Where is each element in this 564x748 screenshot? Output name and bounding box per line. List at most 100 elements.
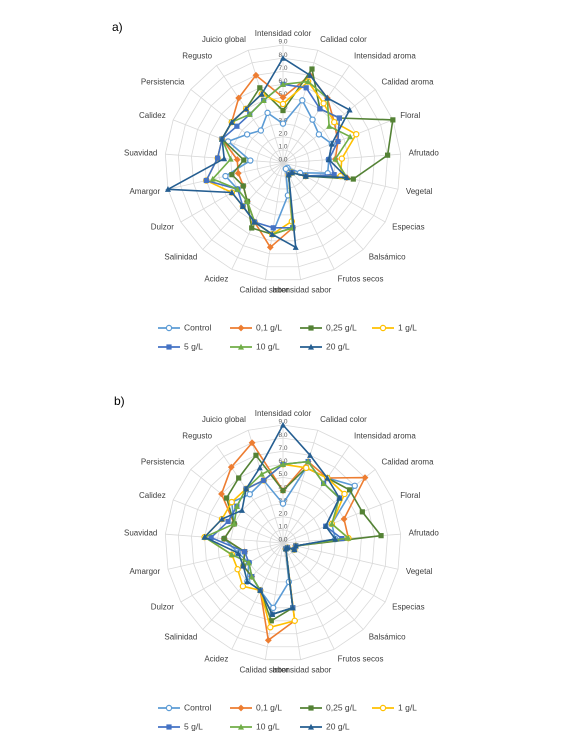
category-label: Persistencia <box>141 458 185 467</box>
marker <box>234 169 242 177</box>
category-label: Balsámico <box>369 253 406 262</box>
tick-label: 2.0 <box>278 510 287 517</box>
marker <box>302 172 309 179</box>
category-label: Frutos secos <box>338 274 384 283</box>
category-label: Calidad color <box>320 415 367 424</box>
legend-item: 20 g/L <box>300 341 350 351</box>
marker <box>218 515 225 522</box>
marker <box>231 520 238 527</box>
legend-item: 20 g/L <box>300 721 350 731</box>
marker <box>343 174 350 181</box>
spoke <box>282 469 376 544</box>
marker <box>328 520 335 527</box>
marker <box>390 117 396 123</box>
marker <box>320 100 327 107</box>
marker <box>307 452 314 458</box>
category-label: Vegetal <box>406 567 433 576</box>
marker <box>269 611 276 617</box>
spoke <box>282 542 386 603</box>
category-label: Suavidad <box>124 148 157 157</box>
marker <box>289 604 296 611</box>
marker <box>379 704 387 712</box>
marker <box>201 533 208 540</box>
marker <box>280 54 286 61</box>
tick-label: 5.0 <box>278 471 287 478</box>
marker <box>166 724 172 730</box>
marker <box>257 85 263 91</box>
legend-label: Control <box>184 322 212 332</box>
tick-label: 1.0 <box>278 524 287 531</box>
marker <box>238 507 245 513</box>
marker <box>257 587 264 593</box>
marker <box>165 324 173 332</box>
series <box>201 421 343 617</box>
marker <box>282 545 289 552</box>
marker <box>308 325 314 331</box>
marker <box>235 550 242 556</box>
grid-ring <box>243 503 323 583</box>
category-label: Persistencia <box>141 78 185 87</box>
marker <box>228 551 235 558</box>
grid-ring <box>204 463 362 622</box>
grid-ring <box>164 44 402 281</box>
marker <box>248 439 256 447</box>
marker <box>320 480 327 487</box>
spoke <box>282 499 393 544</box>
marker <box>246 111 253 117</box>
marker <box>236 475 242 481</box>
category-label: Calidad aroma <box>382 458 435 467</box>
marker <box>221 535 227 542</box>
panel-label: b) <box>114 394 125 408</box>
marker <box>351 482 358 489</box>
spoke <box>282 542 335 650</box>
spoke <box>247 50 284 164</box>
series-line <box>203 463 351 629</box>
marker <box>308 723 314 730</box>
category-label: Salinidad <box>164 253 197 262</box>
category-label: Especias <box>392 223 424 232</box>
category-label: Amargor <box>129 567 160 576</box>
series-line <box>165 56 351 249</box>
marker <box>228 118 235 125</box>
category-label: Calidez <box>139 111 166 120</box>
grid-ring <box>256 516 310 570</box>
marker <box>229 172 235 178</box>
marker <box>203 177 209 184</box>
panel-label: a) <box>112 20 123 34</box>
radar-chart: b)0.01.02.03.04.05.06.07.08.09.0Intensid… <box>114 394 439 731</box>
category-label: Intensidad aroma <box>354 432 416 441</box>
marker <box>291 546 298 553</box>
legend-item: 0,25 g/L <box>300 322 357 332</box>
marker <box>252 71 260 79</box>
marker <box>361 474 369 482</box>
marker <box>208 535 214 541</box>
marker <box>218 490 225 498</box>
marker <box>379 324 387 332</box>
spoke <box>167 542 284 570</box>
spoke <box>282 430 319 544</box>
marker <box>324 474 331 481</box>
marker <box>253 452 259 458</box>
marker <box>218 135 225 142</box>
marker <box>317 106 323 112</box>
category-label: Intensidad aroma <box>354 52 416 61</box>
grid-ring <box>256 136 310 190</box>
grid-ring <box>164 424 402 661</box>
category-label: Calidad color <box>320 35 367 44</box>
series <box>164 54 353 250</box>
marker <box>305 78 312 85</box>
marker <box>164 186 171 192</box>
marker <box>279 94 287 101</box>
category-label: Especias <box>392 603 424 612</box>
category-label: Calidez <box>139 491 166 500</box>
category-label: Acidez <box>204 274 228 283</box>
marker <box>308 705 314 711</box>
marker <box>165 704 173 712</box>
marker <box>280 107 286 114</box>
series-line <box>203 423 341 616</box>
marker <box>240 562 247 569</box>
marker <box>209 175 216 182</box>
marker <box>266 243 274 251</box>
